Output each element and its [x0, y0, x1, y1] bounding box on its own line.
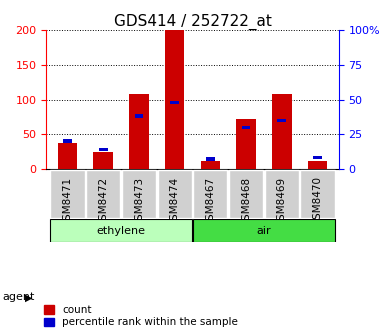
Text: air: air: [256, 225, 271, 236]
Bar: [63, 139, 72, 143]
Bar: [277, 119, 286, 122]
FancyBboxPatch shape: [122, 170, 156, 218]
Bar: [241, 126, 251, 129]
FancyBboxPatch shape: [50, 170, 85, 218]
Text: GSM8472: GSM8472: [98, 176, 108, 226]
FancyBboxPatch shape: [300, 170, 335, 218]
Legend: count, percentile rank within the sample: count, percentile rank within the sample: [44, 305, 238, 327]
Text: GSM8470: GSM8470: [312, 176, 322, 226]
Bar: [129, 94, 149, 169]
Bar: [165, 30, 184, 169]
Bar: [134, 115, 144, 118]
Title: GDS414 / 252722_at: GDS414 / 252722_at: [114, 14, 271, 30]
Text: ▶: ▶: [25, 292, 32, 302]
FancyBboxPatch shape: [157, 170, 192, 218]
Bar: [308, 161, 327, 169]
Bar: [272, 94, 291, 169]
FancyBboxPatch shape: [50, 219, 192, 242]
Text: GSM8467: GSM8467: [205, 176, 215, 226]
Text: agent: agent: [2, 292, 34, 302]
FancyBboxPatch shape: [264, 170, 299, 218]
Text: GSM8469: GSM8469: [277, 176, 287, 226]
Text: GSM8474: GSM8474: [170, 176, 180, 226]
Text: ethylene: ethylene: [97, 225, 146, 236]
FancyBboxPatch shape: [193, 170, 228, 218]
Bar: [99, 148, 108, 151]
Text: GSM8468: GSM8468: [241, 176, 251, 226]
Bar: [313, 156, 322, 160]
Bar: [94, 152, 113, 169]
FancyBboxPatch shape: [193, 219, 335, 242]
Text: GSM8471: GSM8471: [63, 176, 73, 226]
Text: GSM8473: GSM8473: [134, 176, 144, 226]
Bar: [206, 157, 215, 161]
Bar: [170, 100, 179, 104]
FancyBboxPatch shape: [86, 170, 121, 218]
Bar: [201, 161, 220, 169]
FancyBboxPatch shape: [229, 170, 263, 218]
Bar: [236, 119, 256, 169]
Bar: [58, 142, 77, 169]
